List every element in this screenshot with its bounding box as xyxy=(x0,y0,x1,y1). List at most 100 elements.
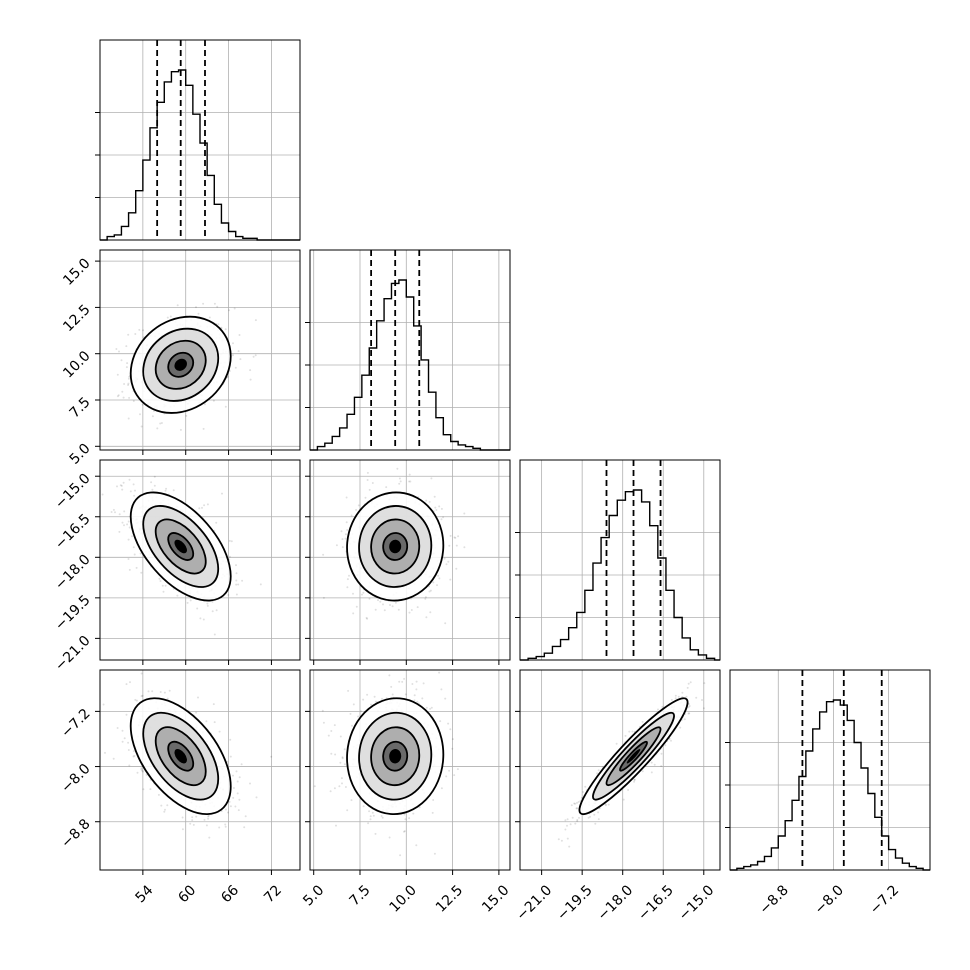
scatter-point xyxy=(118,350,120,353)
scatter-point xyxy=(335,544,338,547)
scatter-point xyxy=(373,695,376,698)
scatter-point xyxy=(132,483,135,486)
scatter-point xyxy=(432,799,435,801)
scatter-point xyxy=(249,378,252,381)
scatter-point xyxy=(403,677,406,680)
scatter-point xyxy=(370,703,372,706)
scatter-point xyxy=(412,812,415,815)
scatter-point xyxy=(379,600,382,603)
scatter-point xyxy=(176,594,179,597)
panel-frame xyxy=(309,459,511,661)
scatter-point xyxy=(164,808,166,811)
scatter-point xyxy=(411,683,414,685)
scatter-point xyxy=(141,770,144,773)
density-core xyxy=(174,748,187,764)
contour-line-2 xyxy=(358,711,433,801)
y-tick-label: −8.0 xyxy=(58,761,93,796)
scatter-point xyxy=(176,304,179,307)
scatter-point xyxy=(428,590,431,593)
contour-line-0 xyxy=(382,740,409,772)
scatter-point xyxy=(127,558,130,560)
hist-panel-0 xyxy=(95,39,301,241)
scatter-point xyxy=(206,604,209,607)
scatter-point xyxy=(254,354,257,357)
scatter-point xyxy=(409,480,412,483)
scatter-point xyxy=(372,814,375,817)
scatter-point xyxy=(196,607,199,610)
scatter-point xyxy=(589,815,592,818)
scatter-point xyxy=(166,804,169,807)
scatter-point xyxy=(674,697,677,700)
scatter-point xyxy=(165,487,168,490)
scatter-point xyxy=(366,617,369,620)
scatter-point xyxy=(206,503,209,506)
scatter-point xyxy=(236,780,239,783)
density-core xyxy=(174,358,187,371)
scatter-point xyxy=(213,302,216,305)
scatter-point xyxy=(207,817,210,820)
scatter-point xyxy=(217,323,220,326)
scatter-point xyxy=(440,518,443,521)
scatter-point xyxy=(330,752,333,755)
scatter-point xyxy=(224,405,227,408)
scatter-point xyxy=(229,738,232,741)
scatter-point xyxy=(650,771,653,774)
scatter-point xyxy=(179,428,182,431)
scatter-point xyxy=(228,309,231,312)
scatter-point xyxy=(127,377,130,380)
scatter-point xyxy=(576,818,579,821)
scatter-point xyxy=(429,707,432,710)
scatter-point xyxy=(232,796,235,799)
scatter-point xyxy=(189,599,192,602)
y-tick-label: 5.0 xyxy=(67,441,94,468)
scatter-point xyxy=(346,586,349,589)
scatter-point xyxy=(660,765,663,768)
scatter-point xyxy=(228,555,231,558)
scatter-point xyxy=(431,811,434,814)
scatter-point xyxy=(447,560,450,563)
scatter-point xyxy=(218,730,221,733)
scatter-point xyxy=(564,819,567,822)
y-tick-label: 10.0 xyxy=(60,348,93,381)
scatter-point xyxy=(128,526,131,529)
scatter-point xyxy=(440,787,443,790)
scatter-point xyxy=(377,599,379,602)
scatter-point xyxy=(674,694,677,697)
scatter-point xyxy=(449,534,452,537)
scatter-point xyxy=(125,345,128,348)
scatter-point xyxy=(444,697,447,700)
scatter-point xyxy=(254,319,257,322)
scatter-point xyxy=(203,504,206,507)
panel-frame xyxy=(519,459,721,661)
scatter-point xyxy=(687,706,690,709)
scatter-point xyxy=(677,695,680,698)
scatter-point xyxy=(121,488,124,491)
scatter-point xyxy=(368,488,371,491)
scatter-point xyxy=(371,811,374,814)
scatter-point xyxy=(687,712,690,715)
scatter-point xyxy=(653,763,656,766)
scatter-point xyxy=(133,494,136,497)
scatter-point xyxy=(597,811,600,814)
scatter-point xyxy=(112,757,115,760)
scatter-point xyxy=(120,359,123,362)
scatter-point xyxy=(237,583,240,586)
scatter-point xyxy=(421,697,424,700)
scatter-point xyxy=(429,589,432,592)
scatter-point xyxy=(391,693,394,696)
scatter-point xyxy=(385,486,388,489)
scatter-point xyxy=(660,752,663,755)
scatter-point xyxy=(345,521,348,524)
scatter-point xyxy=(232,342,234,345)
contour-line-0 xyxy=(167,740,195,772)
scatter-point xyxy=(237,809,240,812)
contour-line-2 xyxy=(592,711,675,801)
panel-frame xyxy=(99,39,301,241)
scatter-point xyxy=(433,852,436,855)
scatter-point xyxy=(401,680,404,683)
scatter-point xyxy=(128,764,131,767)
scatter-point xyxy=(364,496,367,499)
scatter-point xyxy=(224,823,227,826)
scatter-point xyxy=(664,744,667,747)
